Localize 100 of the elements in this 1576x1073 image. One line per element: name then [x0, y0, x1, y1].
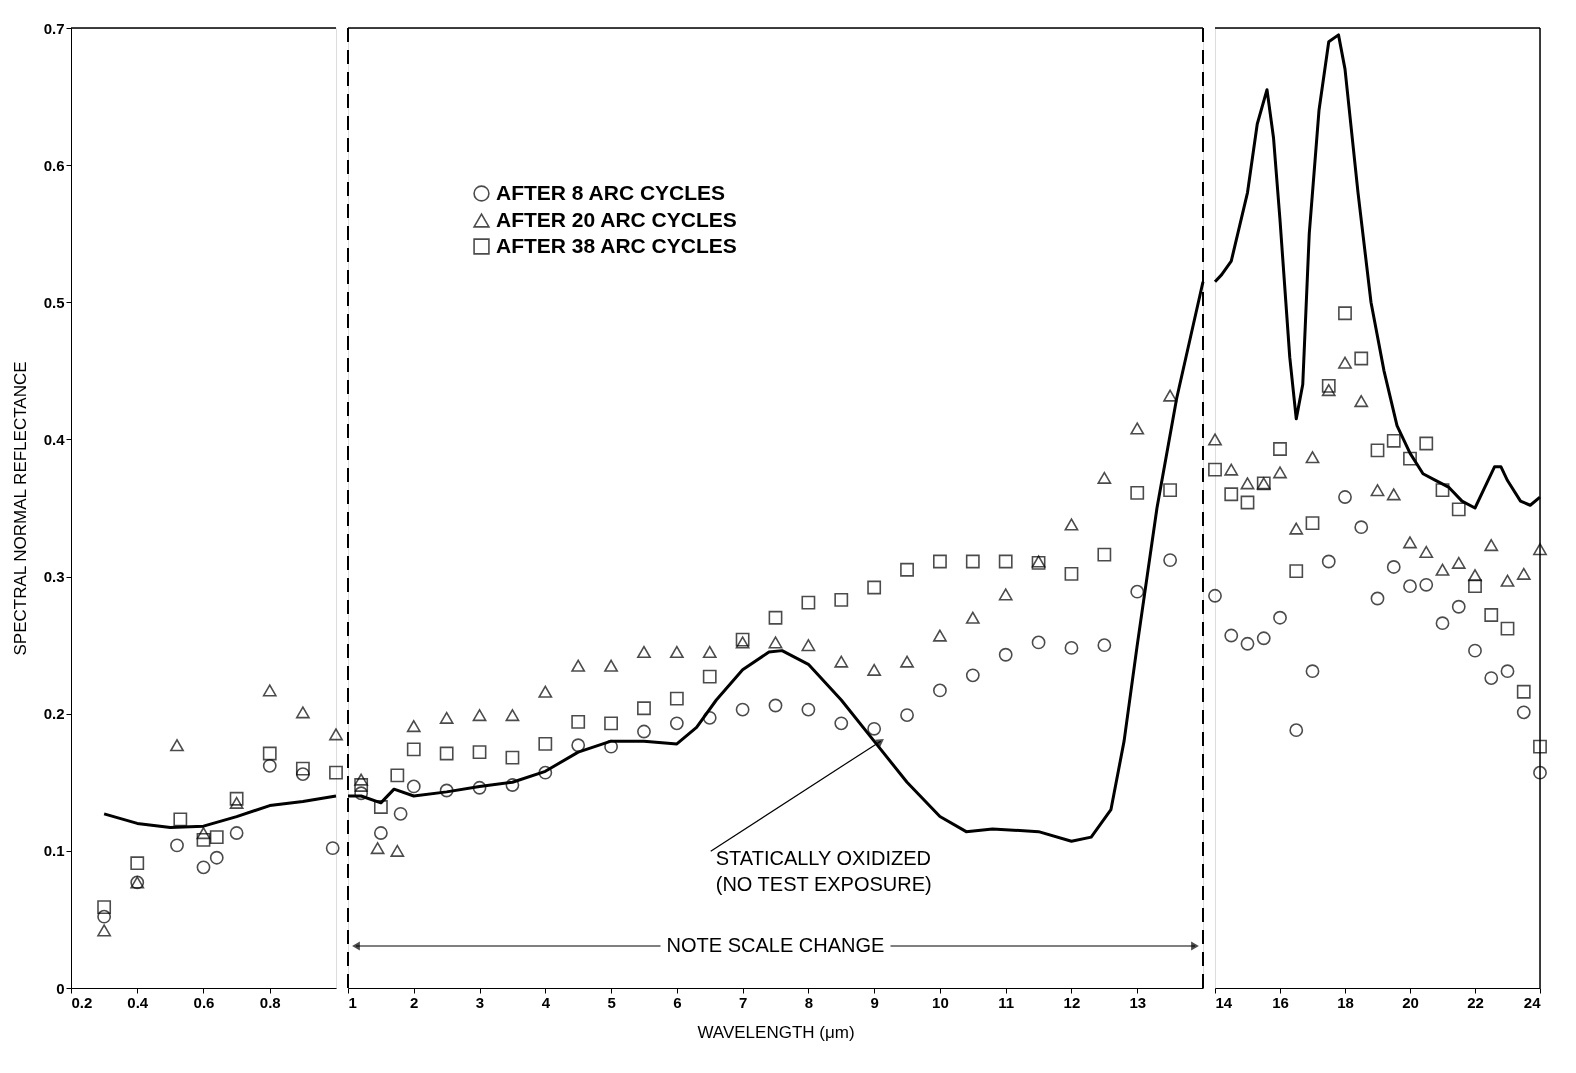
y-axis-title: SPECTRAL NORMAL REFLECTANCE: [10, 361, 30, 656]
x-tick-label: 0.6: [193, 993, 215, 1011]
point: [604, 659, 618, 672]
point: [900, 708, 914, 722]
x-tick-label: 9: [870, 993, 879, 1011]
point: [834, 655, 849, 668]
point: [768, 636, 783, 649]
point: [472, 745, 487, 760]
point: [735, 702, 750, 717]
point: [933, 629, 947, 642]
x-tick-label: 2: [410, 993, 419, 1011]
point: [1163, 553, 1178, 568]
point: [1064, 640, 1079, 655]
point: [472, 708, 487, 722]
y-tick-label: 0.2: [43, 705, 65, 723]
point: [965, 668, 980, 683]
point: [393, 806, 408, 821]
point: [768, 610, 783, 625]
y-tick-label: 0.7: [43, 19, 65, 37]
point: [998, 588, 1013, 601]
point: [965, 611, 980, 624]
point: [768, 698, 783, 713]
y-tick-label: 0.5: [43, 293, 65, 311]
point: [702, 645, 717, 659]
point: [669, 716, 684, 731]
point: [867, 721, 882, 736]
x-tick-label: 0.2: [71, 993, 93, 1011]
annotation: STATICALLY OXIDIZED (NO TEST EXPOSURE): [715, 847, 932, 896]
point: [373, 826, 388, 840]
legend-label: AFTER 20 ARC CYCLES: [496, 207, 737, 231]
point: [1130, 485, 1145, 500]
point: [637, 701, 651, 716]
x-tick-label: 12: [1063, 993, 1081, 1011]
legend-label: AFTER 8 ARC CYCLES: [496, 180, 726, 204]
point: [439, 711, 454, 724]
point: [801, 595, 816, 610]
x-tick-label: 16: [1272, 993, 1289, 1011]
point: [834, 592, 849, 607]
point: [538, 736, 553, 751]
point: [472, 780, 487, 795]
point: [505, 778, 520, 792]
x-tick-label: 0.8: [259, 993, 281, 1011]
point: [965, 554, 980, 569]
point: [735, 636, 750, 649]
point: [406, 779, 421, 794]
x-tick-label: 10: [932, 993, 949, 1011]
point: [571, 738, 586, 753]
x-tick-label: 4: [541, 993, 551, 1011]
point: [702, 669, 717, 684]
point: [505, 708, 520, 722]
point: [538, 765, 553, 780]
point: [900, 562, 914, 577]
point: [933, 554, 947, 569]
point: [354, 786, 369, 801]
point: [801, 702, 816, 717]
point: [998, 647, 1013, 662]
x-tick-label: 11: [998, 993, 1015, 1011]
x-tick-label: 0.4: [127, 993, 149, 1011]
x-tick-label: 5: [607, 993, 616, 1011]
y-tick-label: 0: [56, 979, 65, 997]
x-axis-title: WAVELENGTH (μm): [697, 1022, 855, 1042]
point: [1130, 584, 1145, 599]
point: [735, 632, 750, 647]
point: [373, 800, 388, 814]
point: [370, 842, 385, 855]
point: [406, 719, 421, 733]
point: [571, 715, 586, 729]
point: [1130, 422, 1145, 435]
point: [637, 724, 651, 739]
point: [1097, 638, 1112, 653]
x-tick-label: 22: [1467, 993, 1484, 1011]
point: [669, 645, 684, 659]
point: [669, 691, 684, 706]
point: [390, 768, 405, 783]
point: [390, 844, 405, 857]
x-tick-label: 13: [1129, 993, 1147, 1011]
y-tick-label: 0.6: [43, 156, 65, 174]
point: [1163, 389, 1178, 402]
point: [1163, 483, 1178, 498]
point: [1097, 471, 1112, 484]
point: [538, 685, 553, 698]
x-tick-label: 14: [1215, 993, 1233, 1011]
point: [900, 655, 914, 668]
x-tick-label: 1: [348, 993, 357, 1011]
point: [505, 750, 520, 765]
point: [439, 783, 454, 798]
point: [834, 716, 849, 731]
point: [1097, 547, 1112, 562]
x-tick-label: 8: [804, 993, 814, 1011]
annotation: NOTE SCALE CHANGE: [666, 934, 885, 956]
point: [604, 716, 618, 731]
point: [439, 746, 454, 761]
x-tick-label: 3: [475, 993, 485, 1011]
y-tick-label: 0.4: [43, 430, 66, 448]
point: [1031, 635, 1046, 650]
point: [933, 683, 947, 698]
point: [1064, 518, 1079, 531]
x-tick-label: 6: [673, 993, 682, 1011]
x-tick-label: 7: [738, 993, 748, 1011]
y-tick-label: 0.3: [43, 568, 65, 586]
